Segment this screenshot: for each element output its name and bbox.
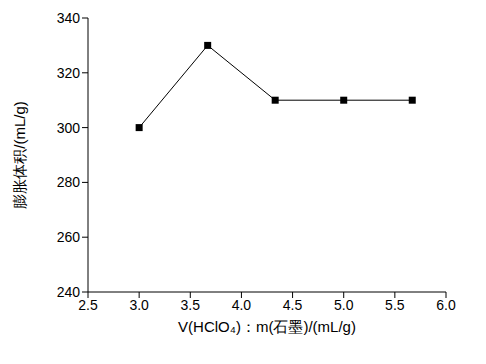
svg-text:340: 340 xyxy=(57,10,81,26)
svg-text:3.5: 3.5 xyxy=(181,297,201,313)
svg-text:4.0: 4.0 xyxy=(232,297,252,313)
svg-text:6.0: 6.0 xyxy=(436,297,456,313)
svg-text:320: 320 xyxy=(57,65,81,81)
svg-text:2.5: 2.5 xyxy=(78,297,98,313)
svg-text:5.5: 5.5 xyxy=(385,297,405,313)
svg-text:3.0: 3.0 xyxy=(129,297,149,313)
svg-text:5.0: 5.0 xyxy=(334,297,354,313)
html-text:V(HClO₄)：m(石墨)/(mL/g): V(HClO₄)：m(石墨)/(mL/g) xyxy=(178,318,356,335)
svg-text:300: 300 xyxy=(57,120,81,136)
html-text:膨胀体积/(mL/g): 膨胀体积/(mL/g) xyxy=(10,101,28,209)
svg-text:4.5: 4.5 xyxy=(283,297,303,313)
svg-text:260: 260 xyxy=(57,229,81,245)
svg-text:280: 280 xyxy=(57,174,81,190)
svg-text:240: 240 xyxy=(57,284,81,300)
